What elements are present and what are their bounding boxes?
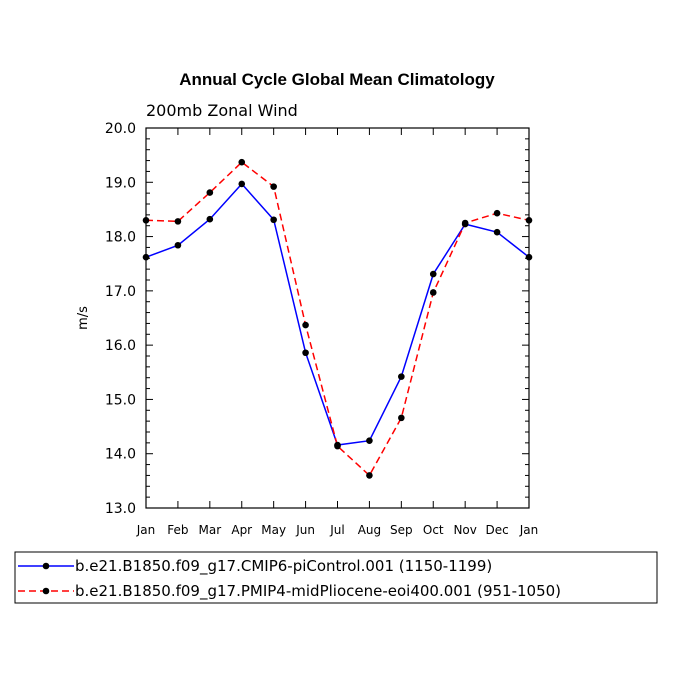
legend-entry-piControl: b.e21.B1850.f09_g17.CMIP6-piControl.001 … [18, 557, 492, 576]
data-point-series1 [493, 209, 501, 217]
x-tick-label: May [261, 523, 286, 537]
legend-entry-midPliocene: b.e21.B1850.f09_g17.PMIP4-midPliocene-eo… [18, 582, 561, 601]
data-point-series1 [302, 321, 309, 329]
legend-box [14, 551, 658, 604]
chart-subtitle: 200mb Zonal Wind [146, 101, 298, 120]
data-point-series1 [142, 216, 150, 224]
series-layer [142, 158, 533, 479]
data-point-series0 [398, 373, 405, 380]
data-point-series1 [398, 414, 405, 422]
axis-ticks [145, 127, 530, 509]
y-tick-label: 17.0 [105, 284, 136, 300]
data-point-series0 [206, 215, 214, 223]
data-point-series0 [142, 253, 150, 261]
data-point-series0 [302, 349, 309, 357]
data-point-series1 [366, 472, 373, 479]
legend-marker-midPliocene [42, 587, 50, 595]
legend-label-piControl: b.e21.B1850.f09_g17.CMIP6-piControl.001 … [75, 557, 492, 576]
y-tick-label: 19.0 [105, 175, 136, 191]
data-point-series0 [238, 180, 246, 188]
data-point-series1 [270, 183, 277, 190]
y-tick-label: 15.0 [105, 392, 136, 408]
x-tick-label: Jul [329, 523, 344, 537]
x-tick-label: Sep [390, 523, 413, 537]
data-point-series1 [238, 158, 246, 166]
x-tick-labels: Jan Feb Mar Apr May Jun Jul Aug Sep Oct Nov Dec Jan [136, 523, 539, 537]
data-point-series1 [206, 189, 214, 196]
series-line-0 [145, 182, 530, 446]
x-tick-label: Mar [199, 523, 222, 537]
data-point-series1 [429, 289, 437, 296]
x-tick-label: Apr [231, 523, 252, 537]
x-tick-label: Jan [136, 523, 156, 537]
x-tick-label: Nov [453, 523, 476, 537]
data-point-series1 [334, 442, 341, 450]
y-tick-label: 13.0 [105, 501, 136, 517]
x-tick-label: Dec [485, 523, 508, 537]
y-tick-label: 20.0 [105, 121, 136, 137]
y-tick-label: 18.0 [105, 230, 136, 246]
data-point-series0 [429, 270, 437, 278]
x-tick-label: Aug [358, 523, 381, 537]
y-tick-label: 16.0 [105, 338, 136, 354]
y-tick-labels: 13.0 14.0 15.0 16.0 17.0 18.0 19.0 20.0 [105, 121, 136, 517]
data-point-series0 [174, 241, 182, 249]
series-line-1 [145, 161, 530, 477]
legend-label-midPliocene: b.e21.B1850.f09_g17.PMIP4-midPliocene-eo… [75, 582, 561, 601]
x-tick-label: Feb [167, 523, 188, 537]
plot-frame [145, 127, 530, 509]
chart-title: Annual Cycle Global Mean Climatology [179, 70, 495, 89]
legend-marker-piControl [42, 562, 50, 570]
data-point-series1 [174, 218, 182, 225]
y-tick-label: 14.0 [105, 447, 136, 463]
data-point-series1 [461, 219, 469, 227]
data-point-series0 [525, 253, 533, 261]
data-point-series0 [270, 216, 277, 224]
x-tick-label: Jun [295, 523, 315, 537]
x-tick-label: Jan [519, 523, 539, 537]
data-point-series0 [366, 437, 373, 444]
y-axis-label: m/s [76, 306, 91, 330]
data-point-series0 [493, 228, 501, 236]
data-point-series1 [525, 216, 533, 224]
x-tick-label: Oct [423, 523, 444, 537]
